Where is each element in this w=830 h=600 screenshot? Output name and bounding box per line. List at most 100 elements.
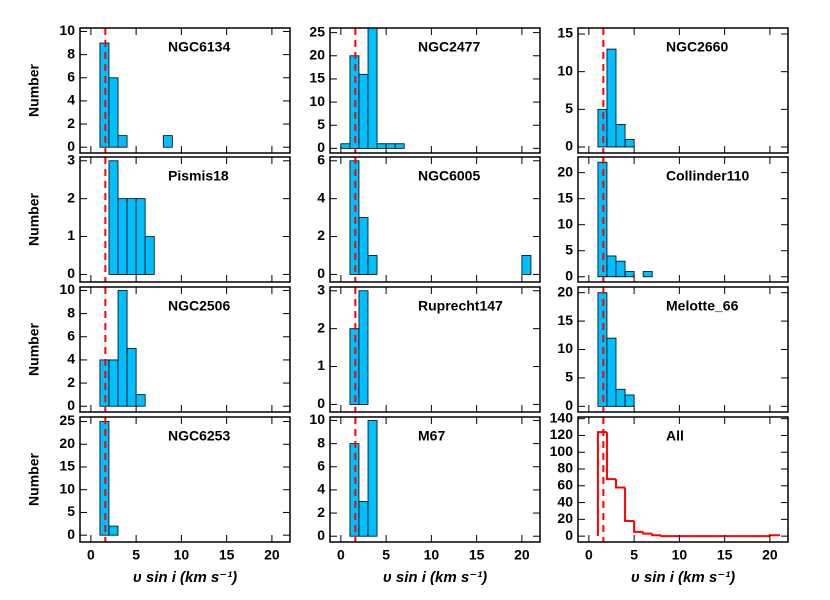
panel bbox=[349, 417, 378, 542]
panel bbox=[597, 28, 635, 153]
y-tick-label: 2 bbox=[67, 374, 75, 390]
y-tick-label: 0 bbox=[67, 138, 75, 154]
x-tick-label: 0 bbox=[87, 547, 95, 563]
panel-frame bbox=[79, 27, 291, 154]
bar bbox=[367, 28, 378, 149]
y-tick-label: 15 bbox=[59, 458, 75, 474]
y-tick-label: 20 bbox=[557, 510, 573, 526]
bar bbox=[117, 290, 128, 407]
y-tick-label: 140 bbox=[550, 409, 574, 425]
bar bbox=[126, 198, 137, 275]
y-tick-label: 20 bbox=[557, 163, 573, 179]
y-tick-label: 0 bbox=[565, 138, 573, 154]
panel bbox=[340, 28, 405, 153]
y-tick-label: 3 bbox=[67, 151, 75, 167]
y-tick-label: 15 bbox=[557, 312, 573, 328]
y-tick-label: 0 bbox=[67, 526, 75, 542]
y-tick-label: 0 bbox=[317, 395, 325, 411]
y-tick-label: 25 bbox=[309, 23, 325, 39]
x-axis-label: υ sin i (km s⁻¹) bbox=[133, 569, 237, 586]
panel-title: NGC6134 bbox=[168, 39, 230, 55]
panel-title: All bbox=[666, 428, 684, 444]
y-axis-label: Number bbox=[26, 323, 42, 376]
step bbox=[768, 534, 780, 537]
panel-frame bbox=[329, 27, 541, 154]
bar bbox=[521, 255, 532, 275]
y-tick-label: 0 bbox=[67, 265, 75, 281]
x-tick-label: 0 bbox=[337, 547, 345, 563]
bar bbox=[117, 135, 128, 148]
panel-frame bbox=[79, 156, 291, 283]
bar bbox=[367, 255, 378, 275]
y-tick-label: 2 bbox=[317, 504, 325, 520]
x-tick-label: 15 bbox=[469, 547, 485, 563]
panel-title: NGC2506 bbox=[168, 298, 230, 314]
x-tick-label: 5 bbox=[630, 547, 638, 563]
y-tick-label: 8 bbox=[67, 45, 75, 61]
panel bbox=[597, 157, 653, 282]
step bbox=[633, 521, 644, 533]
x-tick-label: 15 bbox=[219, 547, 235, 563]
x-tick-label: 15 bbox=[717, 547, 733, 563]
step bbox=[624, 487, 635, 523]
y-tick-label: 10 bbox=[59, 22, 75, 38]
y-tick-label: 8 bbox=[67, 304, 75, 320]
bar bbox=[126, 347, 137, 407]
panel-frame bbox=[577, 156, 789, 283]
y-tick-label: 120 bbox=[550, 426, 574, 442]
bar bbox=[144, 236, 155, 275]
x-tick-label: 20 bbox=[762, 547, 778, 563]
panel-title: NGC2660 bbox=[666, 39, 728, 55]
panel bbox=[349, 287, 369, 412]
y-axis-label: Number bbox=[26, 453, 42, 506]
y-tick-label: 0 bbox=[67, 397, 75, 413]
y-tick-label: 10 bbox=[309, 411, 325, 427]
y-tick-label: 6 bbox=[67, 327, 75, 343]
panel-frame bbox=[329, 156, 541, 283]
y-tick-label: 4 bbox=[317, 481, 325, 497]
panel bbox=[104, 157, 155, 282]
y-tick-label: 10 bbox=[309, 93, 325, 109]
bar bbox=[376, 143, 387, 149]
panel bbox=[99, 28, 173, 153]
bar bbox=[615, 388, 626, 407]
y-tick-label: 0 bbox=[317, 527, 325, 543]
panel-frame bbox=[329, 286, 541, 413]
bar bbox=[358, 501, 369, 537]
panel bbox=[99, 287, 146, 412]
bar bbox=[606, 337, 617, 407]
y-tick-label: 2 bbox=[67, 115, 75, 131]
y-tick-label: 20 bbox=[59, 435, 75, 451]
bar bbox=[385, 143, 396, 149]
y-tick-label: 5 bbox=[565, 369, 573, 385]
y-tick-label: 10 bbox=[557, 340, 573, 356]
panel-title: NGC6005 bbox=[418, 168, 480, 184]
y-tick-label: 0 bbox=[565, 527, 573, 543]
bar bbox=[624, 271, 635, 278]
y-tick-label: 0 bbox=[317, 139, 325, 155]
x-tick-label: 10 bbox=[424, 547, 440, 563]
panel-title: Ruprecht147 bbox=[418, 298, 503, 314]
y-tick-label: 5 bbox=[317, 116, 325, 132]
y-tick-label: 15 bbox=[557, 189, 573, 205]
y-tick-label: 2 bbox=[317, 319, 325, 335]
panel bbox=[349, 157, 532, 282]
y-tick-label: 40 bbox=[557, 493, 573, 509]
y-tick-label: 4 bbox=[67, 351, 75, 367]
y-tick-label: 5 bbox=[565, 241, 573, 257]
y-tick-label: 8 bbox=[317, 434, 325, 450]
y-tick-label: 20 bbox=[309, 46, 325, 62]
x-tick-label: 20 bbox=[264, 547, 280, 563]
x-tick-label: 5 bbox=[132, 547, 140, 563]
x-tick-label: 10 bbox=[174, 547, 190, 563]
y-tick-label: 4 bbox=[317, 189, 325, 205]
y-tick-label: 15 bbox=[557, 25, 573, 41]
y-tick-label: 25 bbox=[59, 412, 75, 428]
bar bbox=[135, 198, 146, 275]
step bbox=[642, 531, 653, 535]
bar bbox=[615, 260, 626, 278]
y-tick-label: 2 bbox=[317, 227, 325, 243]
bar bbox=[606, 255, 617, 278]
panel-frame bbox=[329, 416, 541, 543]
step bbox=[615, 479, 626, 489]
